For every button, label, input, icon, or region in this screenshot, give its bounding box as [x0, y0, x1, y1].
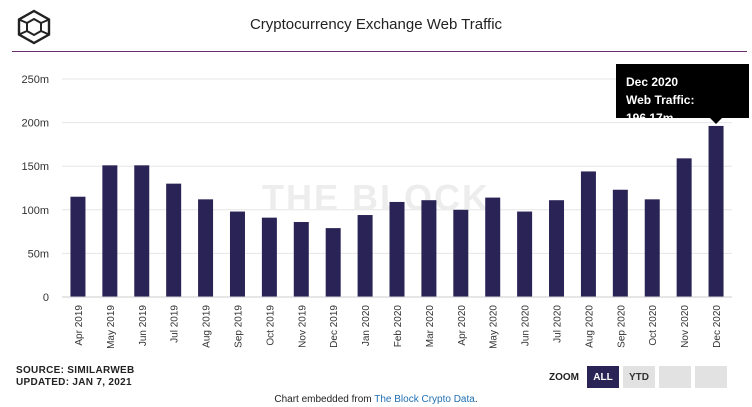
x-tick-label: Feb 2020	[393, 305, 404, 348]
y-tick-label: 100m	[21, 205, 49, 217]
header-divider	[12, 51, 747, 52]
bar[interactable]	[261, 217, 277, 297]
bar[interactable]	[293, 222, 309, 297]
bar[interactable]	[357, 215, 373, 297]
x-tick-label: Dec 2019	[329, 305, 340, 348]
bar-chart: 0 50m 100m 150m 200m 250m THE BLOCK Apr 2019 May…	[21, 74, 732, 349]
zoom-blank-button-2[interactable]	[695, 366, 727, 388]
x-tick-label: Mar 2020	[425, 305, 436, 348]
chart-tooltip: Dec 2020 Web Traffic: 196.17m	[616, 64, 749, 125]
x-tick-label: May 2019	[106, 305, 117, 349]
source-info: SOURCE: SIMILARWEB UPDATED: JAN 7, 2021	[16, 365, 135, 389]
zoom-controls: ZOOM ALL YTD	[549, 366, 727, 388]
bar[interactable]	[134, 165, 150, 297]
bar[interactable]	[229, 211, 245, 297]
tooltip-arrow	[710, 118, 722, 124]
zoom-ytd-button[interactable]: YTD	[623, 366, 655, 388]
x-tick-label: Jul 2019	[170, 305, 181, 343]
tooltip-value: Web Traffic: 196.17m	[626, 93, 695, 125]
bar[interactable]	[389, 201, 405, 297]
x-tick-label: Apr 2019	[74, 305, 85, 346]
bar[interactable]	[612, 189, 628, 297]
y-tick-label: 150m	[21, 161, 49, 173]
zoom-label: ZOOM	[549, 371, 579, 383]
x-tick-label: Sep 2020	[616, 305, 627, 348]
embed-suffix: .	[474, 394, 478, 405]
x-tick-label: Nov 2019	[297, 305, 308, 348]
embed-credit: Chart embedded from The Block Crypto Dat…	[0, 394, 752, 405]
updated-text: UPDATED: JAN 7, 2021	[16, 377, 132, 388]
bar[interactable]	[166, 183, 182, 297]
bar[interactable]	[453, 209, 469, 297]
y-tick-label: 250m	[21, 74, 49, 86]
tooltip-title: Dec 2020	[626, 75, 679, 89]
x-tick-label: Dec 2020	[712, 305, 723, 348]
x-tick-label: Nov 2020	[680, 305, 691, 348]
x-tick-label: Apr 2020	[457, 305, 468, 346]
bar[interactable]	[325, 228, 341, 297]
embed-link[interactable]: The Block Crypto Data	[374, 394, 475, 405]
watermark: THE BLOCK	[262, 177, 490, 218]
bar[interactable]	[198, 199, 214, 297]
bar[interactable]	[517, 211, 533, 297]
source-text: SOURCE: SIMILARWEB	[16, 365, 135, 376]
bar[interactable]	[485, 197, 501, 297]
bar[interactable]	[580, 171, 596, 297]
chart-title: Cryptocurrency Exchange Web Traffic	[249, 16, 503, 33]
x-tick-label: Oct 2020	[648, 305, 659, 346]
the-block-cube-logo	[17, 9, 51, 45]
bar[interactable]	[102, 165, 118, 297]
y-tick-label: 50m	[28, 248, 49, 260]
bar[interactable]	[644, 199, 660, 297]
x-tick-label: Aug 2019	[202, 305, 213, 348]
x-tick-label: May 2020	[489, 305, 500, 349]
y-tick-label: 200m	[21, 118, 49, 130]
bar[interactable]	[421, 200, 437, 297]
bar[interactable]	[708, 125, 724, 297]
bar[interactable]	[549, 200, 565, 297]
zoom-all-button[interactable]: ALL	[587, 366, 619, 388]
bar[interactable]	[676, 158, 692, 297]
zoom-blank-button-1[interactable]	[659, 366, 691, 388]
embed-prefix: Chart embedded from	[274, 394, 375, 405]
chart-header: Cryptocurrency Exchange Web Traffic	[0, 0, 752, 52]
y-tick-label: 0	[43, 292, 49, 304]
x-tick-label: Jun 2019	[138, 305, 149, 347]
x-tick-label: Jan 2020	[361, 305, 372, 347]
x-tick-label: Jun 2020	[521, 305, 532, 347]
x-tick-label: Jul 2020	[553, 305, 564, 343]
x-tick-label: Oct 2019	[265, 305, 276, 346]
x-tick-label: Aug 2020	[584, 305, 595, 348]
bar[interactable]	[70, 196, 86, 297]
x-tick-label: Sep 2019	[233, 305, 244, 348]
